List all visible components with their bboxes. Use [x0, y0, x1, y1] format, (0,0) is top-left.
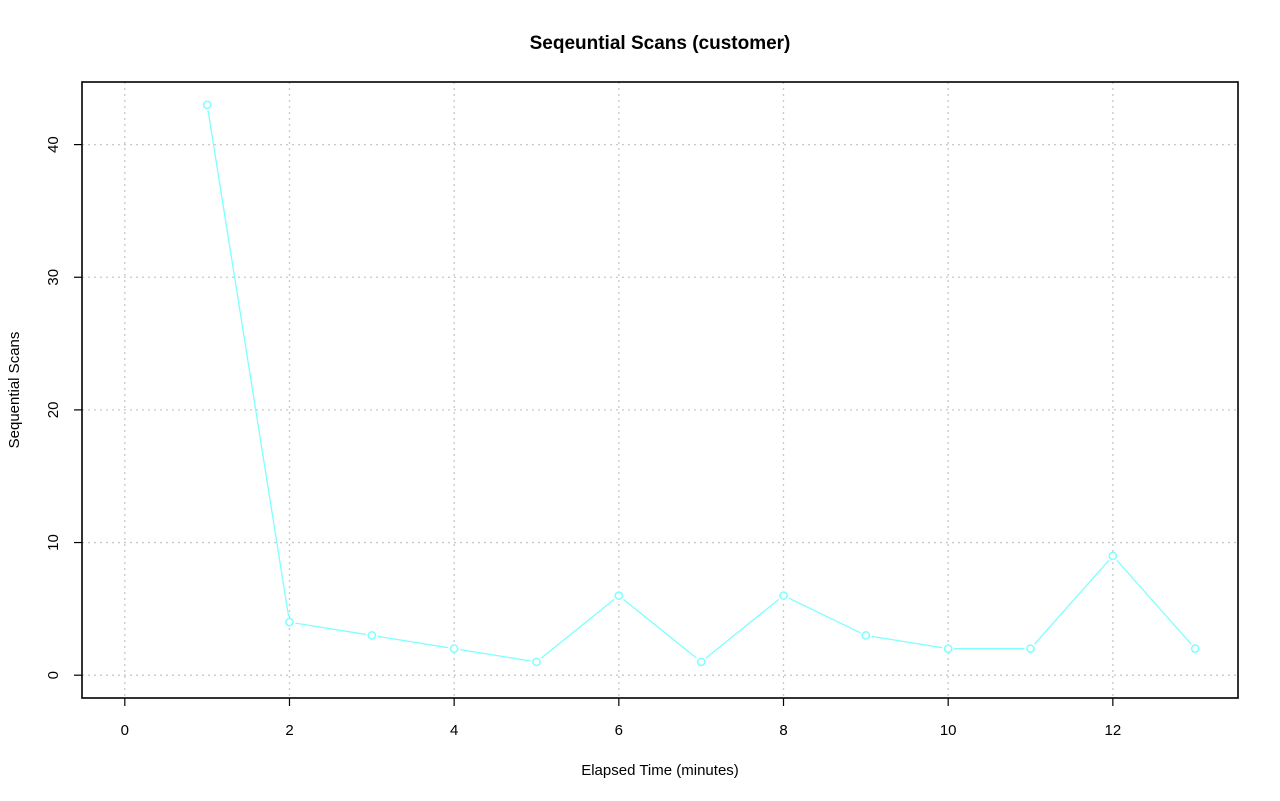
series-line-segment [871, 635, 943, 649]
data-point [1026, 644, 1035, 654]
series-line-segment [295, 622, 367, 636]
data-point [779, 591, 788, 600]
series-line-segment [623, 598, 697, 659]
data-point [449, 644, 459, 654]
series-line-segment [207, 110, 290, 617]
y-tick-label: 10 [45, 534, 62, 551]
y-axis-label: Sequential Scans [6, 332, 23, 449]
series-line-segment [1116, 559, 1192, 645]
y-tick-label: 40 [45, 136, 62, 153]
series-layer [202, 100, 1200, 667]
grid-lines [82, 82, 1238, 698]
x-tick-label: 8 [779, 722, 787, 739]
y-tick-label: 0 [45, 671, 62, 679]
series-line-segment [1034, 559, 1110, 645]
axes: 0 2 4 6 8 10 12 0 10 20 30 40 [45, 136, 1121, 739]
x-tick-label: 0 [121, 722, 129, 739]
data-point [202, 100, 212, 110]
plot-frame [81, 81, 1239, 699]
data-point [1108, 551, 1118, 561]
data-point [861, 631, 871, 640]
series-line-segment [377, 635, 449, 649]
x-tick-label: 12 [1105, 722, 1122, 739]
data-point [285, 617, 294, 627]
series-line-segment [459, 648, 531, 662]
series-line-segment [788, 597, 861, 634]
y-tick-label: 30 [45, 269, 62, 286]
x-tick-label: 10 [940, 722, 957, 739]
data-point [1190, 644, 1200, 654]
data-point [696, 657, 706, 667]
y-tick-label: 20 [45, 402, 62, 419]
data-point [532, 657, 541, 667]
x-axis-label: Elapsed Time (minutes) [581, 762, 739, 779]
x-tick-label: 2 [285, 722, 293, 739]
x-tick-label: 6 [615, 722, 623, 739]
data-point [943, 644, 953, 654]
data-point [614, 591, 624, 600]
series-line-segment [705, 598, 780, 659]
chart-title: Seqeuntial Scans (customer) [530, 33, 791, 54]
series-line-segment [540, 598, 615, 659]
data-point [367, 631, 377, 640]
x-tick-label: 4 [450, 722, 458, 739]
